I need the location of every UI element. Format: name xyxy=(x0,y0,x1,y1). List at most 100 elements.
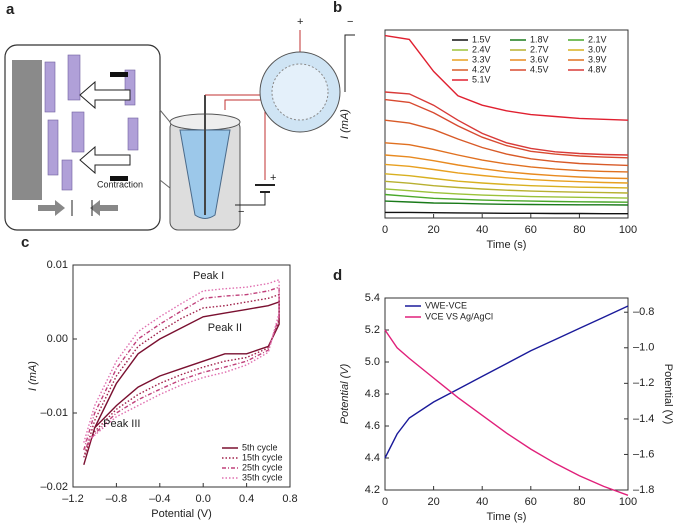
x-tick-label: –1.2 xyxy=(62,493,83,505)
y-tick-label: 0.00 xyxy=(47,333,68,345)
x-tick-label: 60 xyxy=(525,224,537,236)
legend-label: 25th cycle xyxy=(242,462,283,472)
y-tick-label: 4.2 xyxy=(365,484,380,496)
arrow xyxy=(38,200,65,216)
panel-label: b xyxy=(333,0,342,16)
y-tick-label: 4.6 xyxy=(365,420,380,432)
y-axis-label: Potential (V) xyxy=(339,363,351,424)
annotation: Peak III xyxy=(103,418,140,430)
y2-tick-label: –1.4 xyxy=(633,413,654,425)
x-tick-label: 20 xyxy=(427,496,439,508)
series-line xyxy=(385,211,628,215)
battery-minus: − xyxy=(238,206,244,218)
legend-label: 3.3V xyxy=(472,54,491,64)
series-line xyxy=(384,329,629,496)
legend-label: 1.8V xyxy=(530,34,549,44)
sem-image xyxy=(12,60,42,200)
x-tick-label: 80 xyxy=(573,496,585,508)
legend-label: 3.9V xyxy=(588,54,607,64)
arrow xyxy=(79,145,131,175)
arrow xyxy=(90,200,118,216)
series-line xyxy=(384,188,629,199)
x-tick-label: 0 xyxy=(382,224,388,236)
series-line xyxy=(384,154,629,180)
x-tick-label: 60 xyxy=(525,496,537,508)
x-tick-label: –0.8 xyxy=(106,493,127,505)
panel-label: a xyxy=(6,1,15,18)
y-axis-label: I (mA) xyxy=(339,109,351,139)
series-line xyxy=(384,180,629,194)
molecules xyxy=(44,54,139,191)
series-line xyxy=(384,200,629,206)
panel-label: d xyxy=(333,267,342,284)
x-tick-label: 100 xyxy=(619,224,637,236)
y2-tick-label: –1.8 xyxy=(633,484,654,496)
annotation: Peak I xyxy=(193,270,224,282)
x-axis-label: Time (s) xyxy=(487,511,527,523)
annotation: Contraction xyxy=(97,179,143,189)
arrow xyxy=(79,80,131,110)
legend-label: 2.1V xyxy=(588,34,607,44)
annotation: Peak II xyxy=(208,322,242,334)
y-tick-label: 4.4 xyxy=(365,452,380,464)
series-line xyxy=(384,91,629,156)
y2-tick-label: –0.8 xyxy=(633,306,654,318)
wire xyxy=(235,192,266,206)
legend-label: 4.8V xyxy=(588,64,607,74)
legend-label: 5.1V xyxy=(472,74,491,84)
y-tick-label: –0.02 xyxy=(40,481,68,493)
legend-label: 3.0V xyxy=(588,44,607,54)
plot-frame xyxy=(384,29,629,219)
y-tick-label: 4.8 xyxy=(365,388,380,400)
y-tick-label: 5.4 xyxy=(365,292,380,304)
y-tick-label: 5.0 xyxy=(365,356,380,368)
legend-label: VWE-VCE xyxy=(425,300,467,310)
y-tick-label: –0.01 xyxy=(40,407,68,419)
x-axis-label: Potential (V) xyxy=(151,508,212,520)
minus-sign xyxy=(110,72,128,77)
series-line xyxy=(83,286,280,451)
y2-tick-label: –1.0 xyxy=(633,342,654,354)
legend-label: 3.6V xyxy=(530,54,549,64)
x-tick-label: 20 xyxy=(427,224,439,236)
series-line xyxy=(384,173,629,189)
panel-label: c xyxy=(21,234,29,251)
series-line xyxy=(384,163,629,184)
legend-label: 5th cycle xyxy=(242,442,278,452)
legend-label: 1.5V xyxy=(472,34,491,44)
legend-label: 35th cycle xyxy=(242,472,283,482)
x-tick-label: 40 xyxy=(476,496,488,508)
x-tick-label: –0.4 xyxy=(149,493,170,505)
schematic: a Contraction + − + − xyxy=(4,1,355,231)
legend-label: 2.4V xyxy=(472,44,491,54)
legend-label: 4.2V xyxy=(472,64,491,74)
x-tick-label: 80 xyxy=(573,224,585,236)
cell-ring xyxy=(271,63,329,121)
plot-frame xyxy=(384,297,629,491)
series-line xyxy=(384,98,629,159)
y2-tick-label: –1.2 xyxy=(633,377,654,389)
y-tick-label: 5.2 xyxy=(365,324,380,336)
battery-plus: + xyxy=(270,172,276,184)
cell-plus: + xyxy=(297,16,303,28)
plot-frame xyxy=(72,264,291,488)
series-line xyxy=(384,305,629,459)
series-line xyxy=(384,34,629,121)
series-line xyxy=(83,278,280,444)
minus-sign xyxy=(110,176,128,181)
series-line xyxy=(384,193,629,203)
legend-label: 4.5V xyxy=(530,64,549,74)
legend-label: 2.7V xyxy=(530,44,549,54)
cell-minus: − xyxy=(347,16,353,28)
x-tick-label: 0.8 xyxy=(282,493,297,505)
y-axis-label: I (mA) xyxy=(27,361,39,391)
x-tick-label: 0.4 xyxy=(239,493,254,505)
x-tick-label: 0 xyxy=(382,496,388,508)
series-line xyxy=(83,301,280,465)
x-tick-label: 40 xyxy=(476,224,488,236)
legend-label: VCE VS Ag/AgCl xyxy=(425,311,493,321)
y-tick-label: 0.01 xyxy=(47,259,68,271)
x-axis-label: Time (s) xyxy=(487,239,527,251)
wire xyxy=(344,34,355,92)
